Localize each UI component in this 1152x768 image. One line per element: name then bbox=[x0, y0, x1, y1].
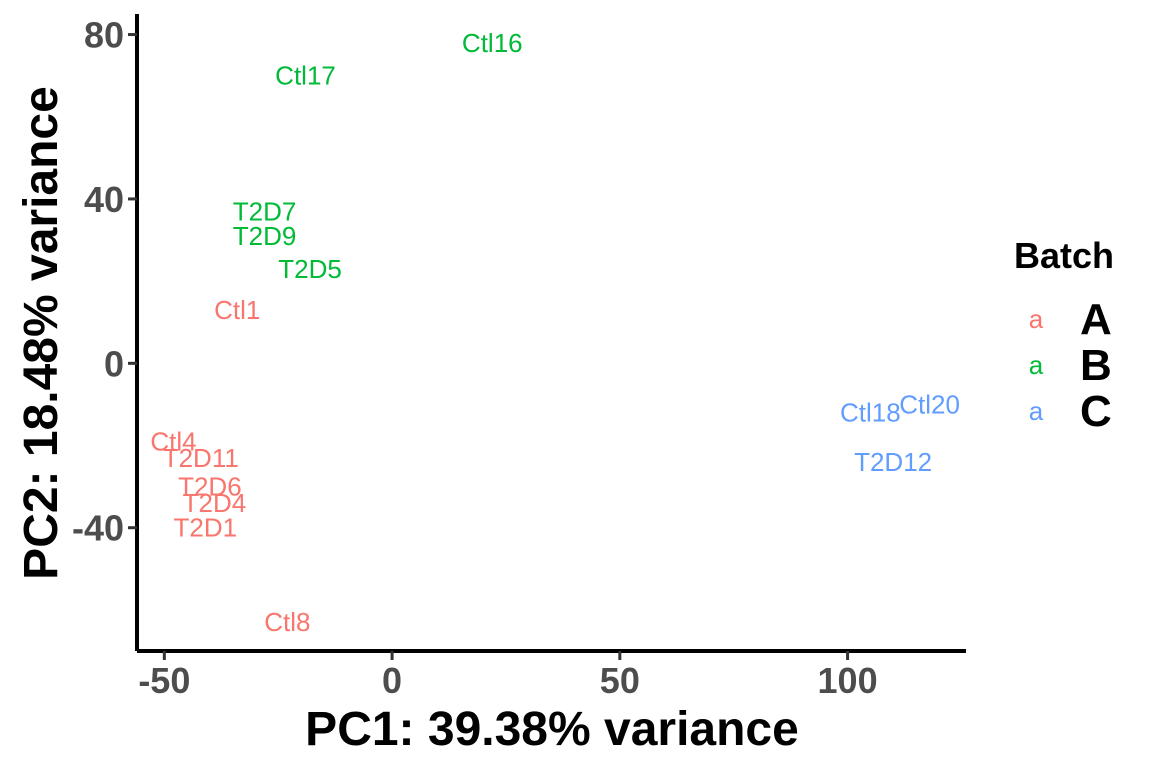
point-label: T2D1 bbox=[174, 513, 238, 543]
x-ticks: -50 0 50 100 bbox=[138, 651, 878, 701]
point-label: T2D7 bbox=[233, 196, 297, 226]
legend-items: a Aa Ba C bbox=[1029, 295, 1112, 436]
plot-area: Ctl16Ctl17T2D7T2D9T2D5Ctl1Ctl4T2D11T2D6T… bbox=[150, 28, 960, 637]
x-tick-label: 100 bbox=[818, 660, 878, 701]
point-label: T2D6 bbox=[178, 472, 242, 502]
legend: Batch a Aa Ba C bbox=[1014, 235, 1114, 436]
legend-key-glyph: a bbox=[1029, 396, 1044, 426]
legend-label: B bbox=[1080, 341, 1112, 390]
point-label: T2D9 bbox=[233, 221, 297, 251]
point-label: Ctl1 bbox=[214, 295, 260, 325]
point-label: Ctl17 bbox=[275, 61, 336, 91]
legend-key-glyph: a bbox=[1029, 304, 1044, 334]
legend-key-glyph: a bbox=[1029, 350, 1044, 380]
point-label: T2D12 bbox=[854, 447, 932, 477]
legend-label: C bbox=[1080, 387, 1112, 436]
axes bbox=[135, 14, 966, 653]
x-tick-label: -50 bbox=[138, 660, 190, 701]
y-tick-label: 80 bbox=[84, 15, 124, 56]
point-label: Ctl20 bbox=[899, 389, 960, 419]
y-tick-label: 0 bbox=[104, 343, 124, 384]
point-label: Ctl18 bbox=[840, 398, 901, 428]
y-ticks: -40 0 40 80 bbox=[72, 15, 137, 549]
point-label: T2D11 bbox=[163, 443, 239, 473]
x-axis-title: PC1: 39.38% variance bbox=[305, 703, 799, 756]
point-label: Ctl4 bbox=[150, 426, 196, 456]
legend-title: Batch bbox=[1014, 235, 1114, 276]
point-label: Ctl8 bbox=[264, 607, 310, 637]
legend-label: A bbox=[1080, 295, 1112, 344]
point-label: T2D4 bbox=[183, 488, 247, 518]
y-tick-label: -40 bbox=[72, 508, 124, 549]
y-tick-label: 40 bbox=[84, 179, 124, 220]
x-tick-label: 50 bbox=[600, 660, 640, 701]
point-label: T2D5 bbox=[278, 254, 342, 284]
x-tick-label: 0 bbox=[382, 660, 402, 701]
y-axis-title: PC2: 18.48% variance bbox=[15, 86, 68, 580]
point-label: Ctl16 bbox=[462, 28, 523, 58]
